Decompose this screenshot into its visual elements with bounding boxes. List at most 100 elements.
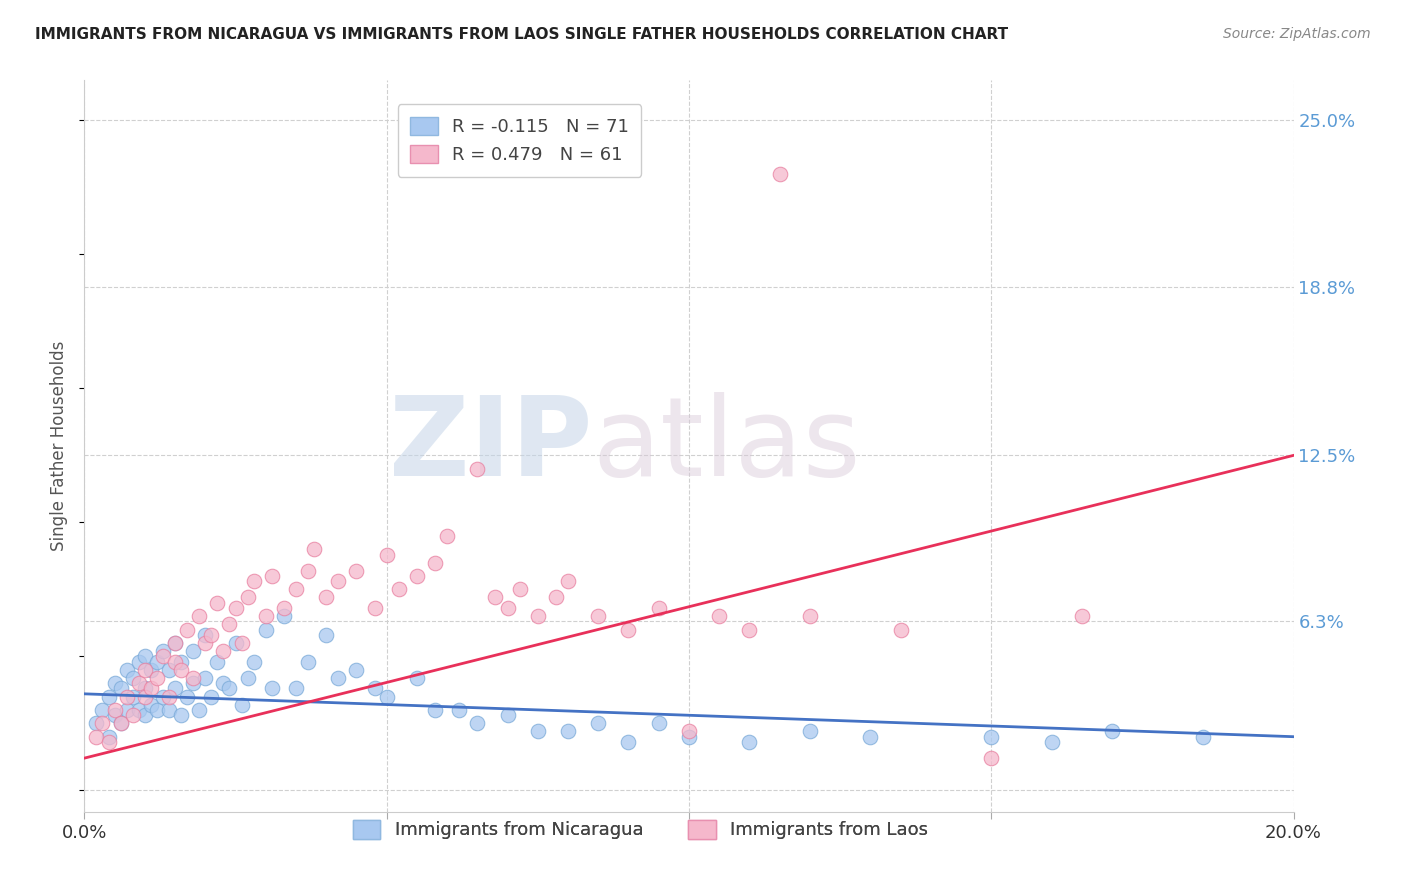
- Point: [484, 591, 506, 605]
- Point: [617, 735, 640, 749]
- Point: [181, 676, 204, 690]
- Point: [980, 730, 1002, 744]
- Point: [91, 703, 114, 717]
- Point: [134, 708, 156, 723]
- Point: [86, 730, 108, 744]
- Point: [285, 582, 308, 597]
- Point: [328, 671, 350, 685]
- Point: [139, 698, 162, 712]
- Point: [648, 601, 671, 615]
- Point: [1040, 735, 1063, 749]
- Point: [207, 596, 229, 610]
- Point: [97, 690, 120, 704]
- Point: [176, 690, 198, 704]
- Point: [188, 703, 211, 717]
- Point: [86, 716, 108, 731]
- Point: [200, 628, 222, 642]
- Point: [496, 708, 519, 723]
- Point: [207, 655, 229, 669]
- Point: [225, 636, 247, 650]
- Point: [134, 681, 156, 696]
- Point: [97, 735, 120, 749]
- Point: [152, 644, 174, 658]
- Point: [678, 724, 700, 739]
- Point: [218, 617, 240, 632]
- Y-axis label: Single Father Households: Single Father Households: [51, 341, 69, 551]
- Point: [980, 751, 1002, 765]
- Point: [231, 636, 253, 650]
- Point: [406, 671, 429, 685]
- Point: [194, 628, 217, 642]
- Point: [302, 542, 325, 557]
- Point: [176, 623, 198, 637]
- Point: [375, 548, 398, 562]
- Point: [557, 724, 579, 739]
- Point: [260, 569, 283, 583]
- Point: [890, 623, 912, 637]
- Point: [165, 636, 187, 650]
- Point: [1071, 609, 1094, 624]
- Point: [242, 574, 264, 589]
- Point: [194, 636, 217, 650]
- Point: [509, 582, 531, 597]
- Point: [467, 716, 489, 731]
- Point: [170, 655, 193, 669]
- Point: [134, 663, 156, 677]
- Point: [152, 649, 174, 664]
- Point: [315, 591, 337, 605]
- Point: [769, 167, 792, 181]
- Point: [165, 636, 187, 650]
- Point: [617, 623, 640, 637]
- Point: [799, 724, 821, 739]
- Point: [128, 703, 150, 717]
- Point: [346, 663, 368, 677]
- Point: [859, 730, 882, 744]
- Point: [254, 609, 277, 624]
- Point: [236, 671, 259, 685]
- Point: [527, 724, 550, 739]
- Point: [194, 671, 217, 685]
- Point: [363, 601, 385, 615]
- Point: [152, 690, 174, 704]
- Point: [146, 703, 169, 717]
- Point: [110, 716, 132, 731]
- Point: [273, 609, 295, 624]
- Point: [121, 690, 143, 704]
- Point: [134, 649, 156, 664]
- Point: [1101, 724, 1123, 739]
- Point: [110, 681, 132, 696]
- Point: [97, 730, 120, 744]
- Point: [218, 681, 240, 696]
- Point: [139, 681, 162, 696]
- Point: [121, 708, 143, 723]
- Point: [104, 708, 127, 723]
- Point: [527, 609, 550, 624]
- Point: [165, 681, 187, 696]
- Point: [678, 730, 700, 744]
- Point: [799, 609, 821, 624]
- Point: [104, 703, 127, 717]
- Text: IMMIGRANTS FROM NICARAGUA VS IMMIGRANTS FROM LAOS SINGLE FATHER HOUSEHOLDS CORRE: IMMIGRANTS FROM NICARAGUA VS IMMIGRANTS …: [35, 27, 1008, 42]
- Point: [157, 663, 180, 677]
- Point: [188, 609, 211, 624]
- Point: [315, 628, 337, 642]
- Point: [436, 529, 458, 543]
- Text: ZIP: ZIP: [389, 392, 592, 500]
- Point: [170, 708, 193, 723]
- Point: [115, 663, 138, 677]
- Point: [139, 663, 162, 677]
- Point: [588, 609, 610, 624]
- Point: [225, 601, 247, 615]
- Point: [557, 574, 579, 589]
- Point: [285, 681, 308, 696]
- Point: [212, 676, 235, 690]
- Point: [406, 569, 429, 583]
- Point: [738, 735, 761, 749]
- Point: [128, 676, 150, 690]
- Point: [115, 703, 138, 717]
- Legend: Immigrants from Nicaragua, Immigrants from Laos: Immigrants from Nicaragua, Immigrants fr…: [346, 813, 935, 847]
- Point: [738, 623, 761, 637]
- Text: atlas: atlas: [592, 392, 860, 500]
- Point: [242, 655, 264, 669]
- Point: [297, 564, 319, 578]
